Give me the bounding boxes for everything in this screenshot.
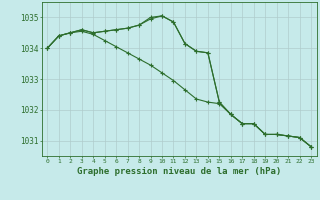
X-axis label: Graphe pression niveau de la mer (hPa): Graphe pression niveau de la mer (hPa) — [77, 167, 281, 176]
